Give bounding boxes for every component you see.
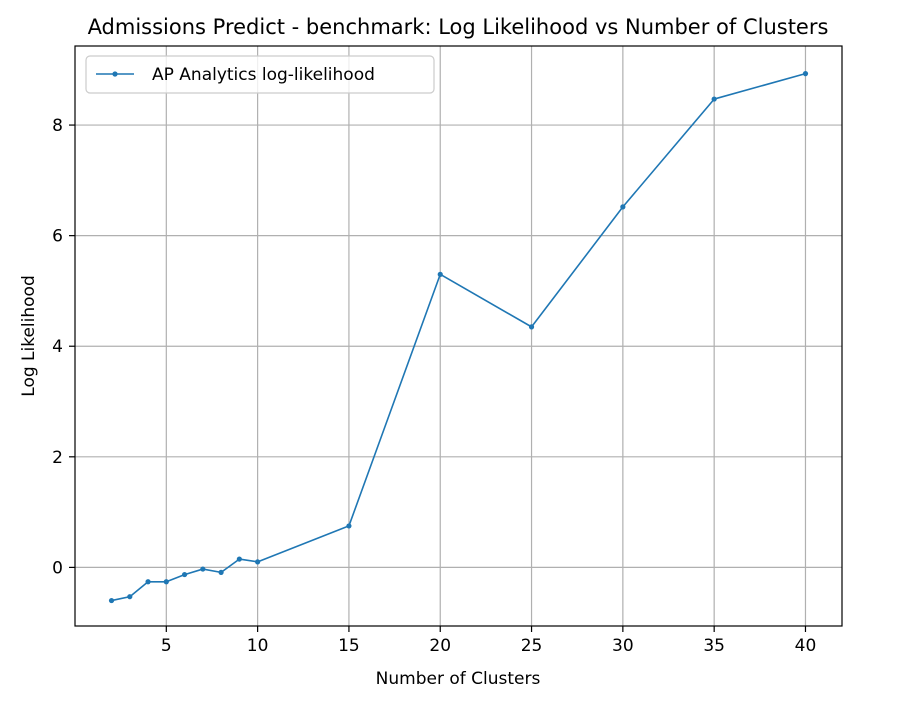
legend: AP Analytics log-likelihood bbox=[85, 55, 435, 94]
y-tick-label: 0 bbox=[52, 558, 63, 578]
grid-layer bbox=[75, 46, 842, 626]
x-tick-label: 25 bbox=[521, 636, 543, 656]
y-axis-label: Log Likelihood bbox=[19, 275, 39, 396]
x-tick-label: 35 bbox=[703, 636, 725, 656]
x-tick-label: 10 bbox=[247, 636, 269, 656]
data-point bbox=[181, 571, 188, 578]
x-tick-label: 40 bbox=[795, 636, 817, 656]
plot-frame bbox=[74, 45, 843, 627]
data-point bbox=[127, 594, 133, 600]
data-point bbox=[802, 71, 809, 77]
legend-marker-swatch bbox=[112, 71, 118, 77]
data-point bbox=[108, 597, 115, 604]
data-point bbox=[620, 204, 626, 210]
y-tick-label: 2 bbox=[52, 448, 63, 468]
legend-box bbox=[85, 55, 435, 94]
data-point bbox=[346, 523, 352, 529]
x-tick-label: 5 bbox=[161, 636, 172, 656]
data-point bbox=[145, 579, 151, 585]
x-tick-label: 30 bbox=[612, 636, 634, 656]
x-tick-label: 20 bbox=[429, 636, 451, 656]
y-axis-ticks: 0 2 4 6 8 bbox=[52, 116, 75, 578]
x-tick-label: 15 bbox=[338, 636, 360, 656]
chart-title: Admissions Predict - benchmark: Log Like… bbox=[88, 15, 829, 39]
data-point bbox=[200, 566, 206, 572]
data-point bbox=[711, 96, 717, 102]
y-tick-label: 6 bbox=[52, 227, 63, 247]
series-layer bbox=[108, 71, 809, 604]
data-point bbox=[163, 579, 169, 585]
legend-entry-label: AP Analytics log-likelihood bbox=[152, 65, 375, 85]
y-tick-label: 8 bbox=[52, 116, 63, 136]
data-point bbox=[528, 324, 535, 330]
data-point bbox=[255, 559, 261, 565]
x-axis-label: Number of Clusters bbox=[376, 669, 541, 689]
y-tick-label: 4 bbox=[52, 337, 63, 357]
data-point bbox=[437, 271, 443, 277]
x-axis-ticks: 5 10 15 20 25 30 35 40 bbox=[161, 626, 816, 656]
data-point bbox=[218, 569, 224, 575]
data-point bbox=[236, 556, 242, 562]
